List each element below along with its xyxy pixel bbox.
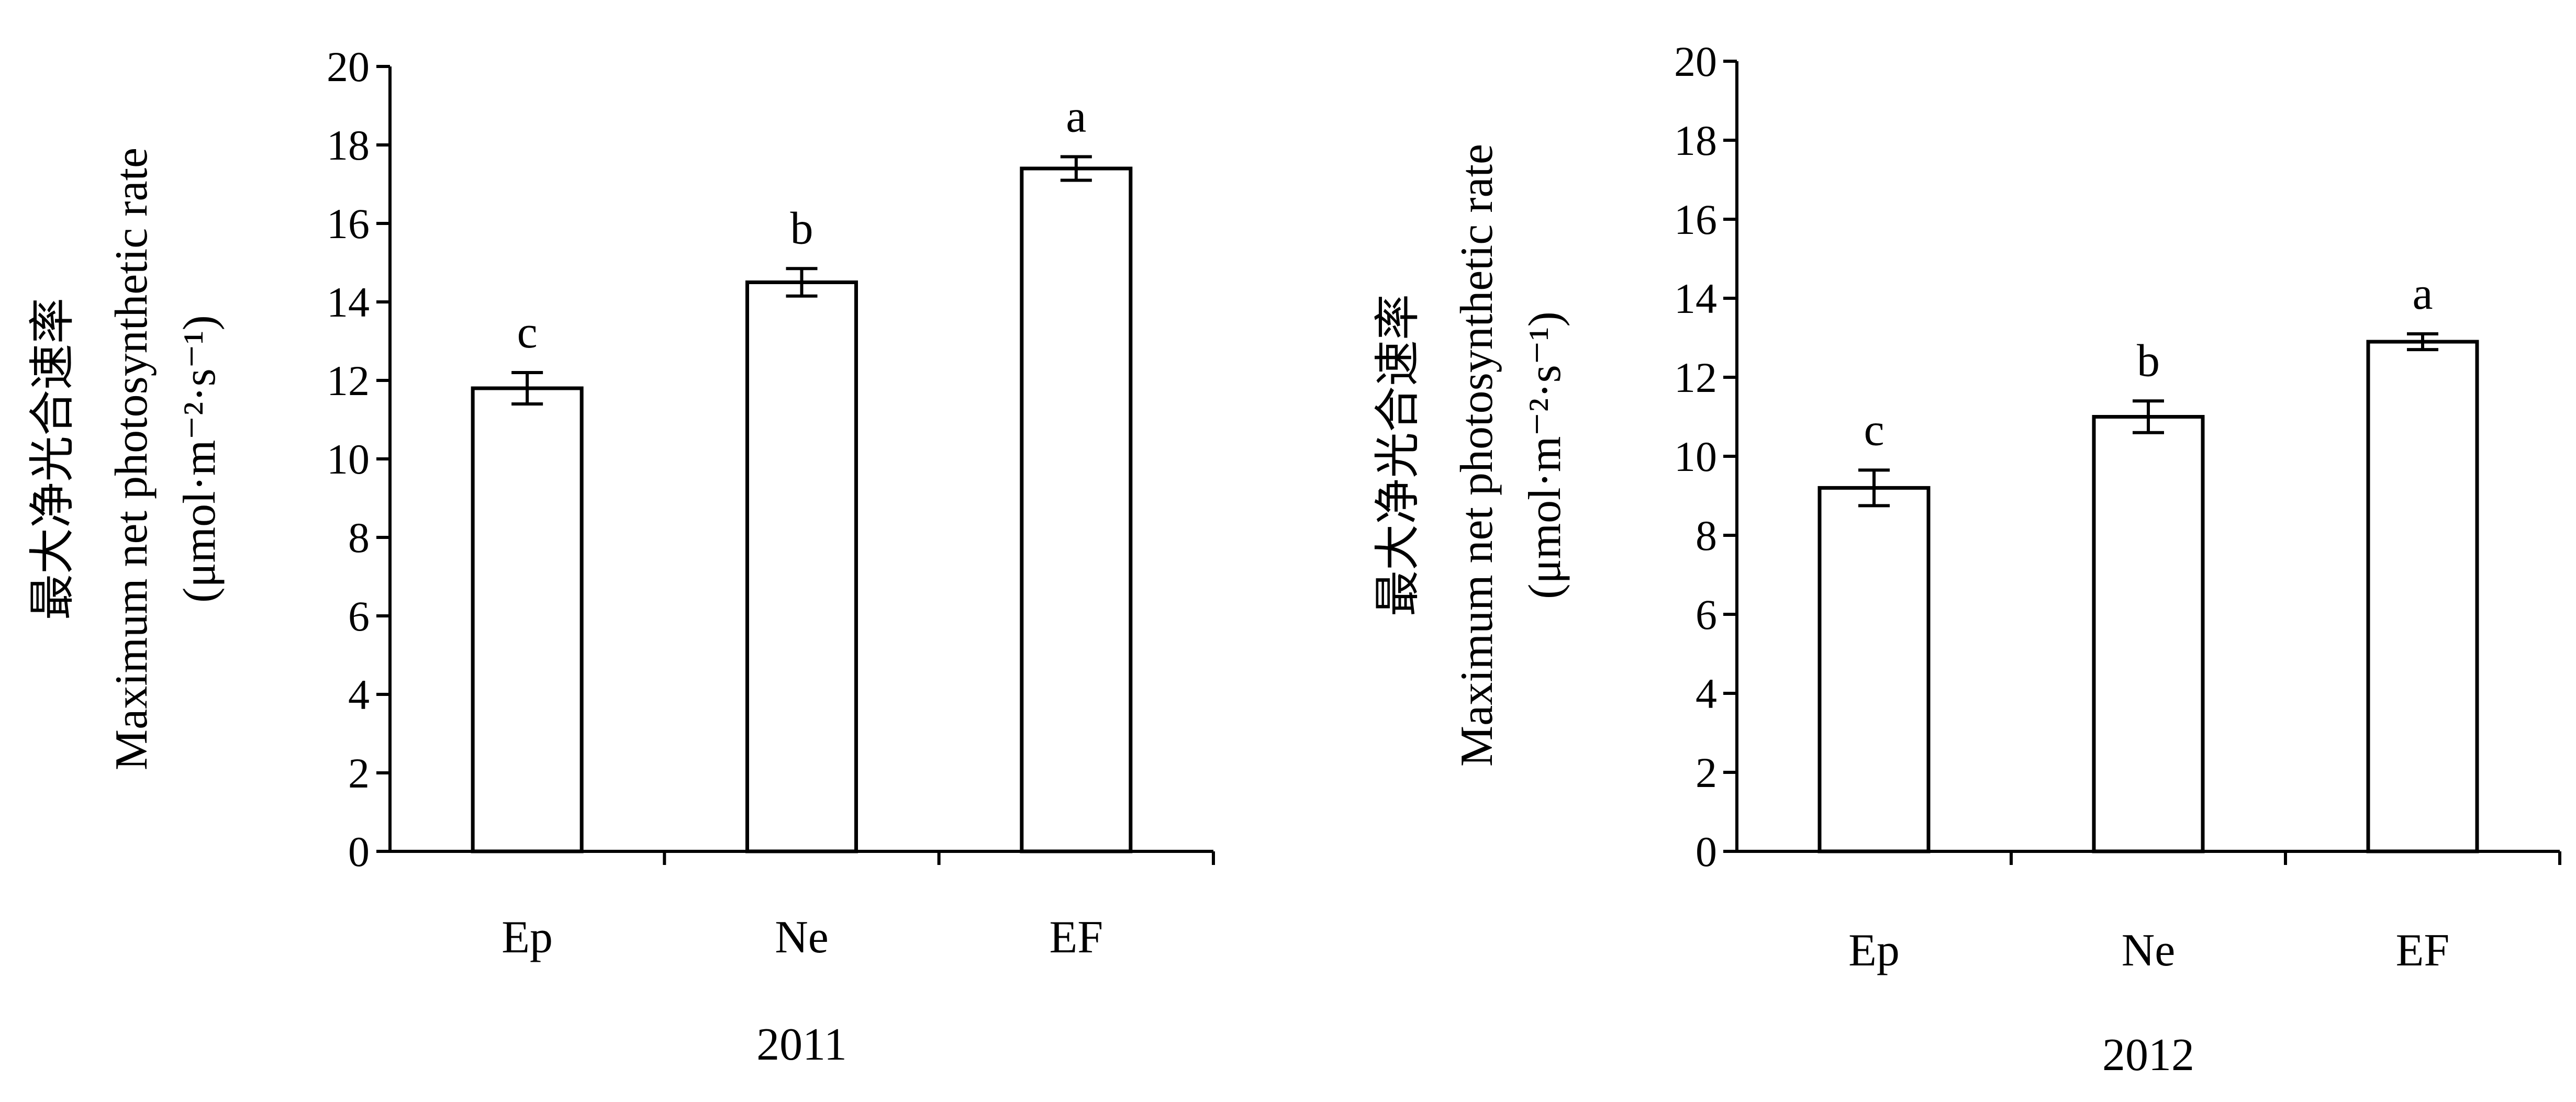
y-tick-label: 14 xyxy=(1674,275,1717,322)
y-axis-label-unit: (μmol·m⁻²·s⁻¹) xyxy=(174,315,225,603)
category-label: EF xyxy=(2396,925,2450,976)
y-axis-label-chinese: 最大净光合速率 xyxy=(28,298,79,620)
significance-label: a xyxy=(2412,268,2433,319)
y-tick-label: 12 xyxy=(1674,354,1717,401)
category-label: Ne xyxy=(2122,925,2176,976)
y-axis-label-english: Maximum net photosynthetic rate xyxy=(106,148,157,770)
bar-ne xyxy=(2092,415,2205,853)
category-label: Ne xyxy=(775,912,829,963)
x-axis-label: 2011 xyxy=(756,1019,847,1070)
y-tick-label: 16 xyxy=(327,200,370,248)
y-tick-label: 2 xyxy=(1696,749,1717,796)
significance-label: c xyxy=(517,307,538,358)
chart-panel-2011: 0 2 4 6 8 10 12 14 16 18 20 c Ep b Ne a EF 2011 最大净光合速率 Max… xyxy=(28,43,1215,1070)
y-tick-label: 4 xyxy=(1696,670,1717,717)
y-tick-label: 2 xyxy=(348,749,370,797)
y-tick-label: 18 xyxy=(1674,117,1717,164)
significance-label: b xyxy=(2137,335,2160,386)
y-axis-label-chinese: 最大净光合速率 xyxy=(1373,294,1424,616)
y-tick-label: 6 xyxy=(1696,591,1717,638)
bar-ef xyxy=(2366,340,2479,853)
y-tick-label: 16 xyxy=(1674,196,1717,243)
category-label: EF xyxy=(1049,912,1103,963)
y-tick-label: 10 xyxy=(1674,433,1717,480)
significance-label: c xyxy=(1864,404,1884,455)
y-tick-label: 14 xyxy=(327,278,370,326)
x-axis-label: 2012 xyxy=(2102,1030,2194,1081)
bar-ep xyxy=(1817,486,1931,853)
category-label: Ep xyxy=(501,912,553,963)
y-tick-label: 10 xyxy=(327,435,370,483)
category-label: Ep xyxy=(1848,925,1900,976)
y-tick-label: 0 xyxy=(348,828,370,875)
y-tick-label: 20 xyxy=(1674,38,1717,85)
bar-ef xyxy=(1020,166,1133,853)
y-tick-label: 18 xyxy=(327,121,370,169)
y-tick-label: 8 xyxy=(348,514,370,561)
y-tick-label: 8 xyxy=(1696,512,1717,559)
y-tick-label: 4 xyxy=(348,671,370,718)
y-tick-label: 0 xyxy=(1696,828,1717,875)
y-tick-label: 20 xyxy=(327,43,370,91)
chart-panel-2012: 0 2 4 6 8 10 12 14 16 18 20 c Ep b Ne a EF 2012 最大净光合速率 Max… xyxy=(1373,38,2561,1081)
significance-label: b xyxy=(790,203,813,254)
bar-ep xyxy=(471,386,584,853)
y-axis-label-english: Maximum net photosynthetic rate xyxy=(1452,144,1502,767)
significance-label: a xyxy=(1066,92,1086,142)
y-tick-label: 12 xyxy=(327,357,370,404)
y-tick-label: 6 xyxy=(348,592,370,640)
y-axis-label-unit: (μmol·m⁻²·s⁻¹) xyxy=(1520,311,1570,599)
bar-ne xyxy=(745,280,858,853)
